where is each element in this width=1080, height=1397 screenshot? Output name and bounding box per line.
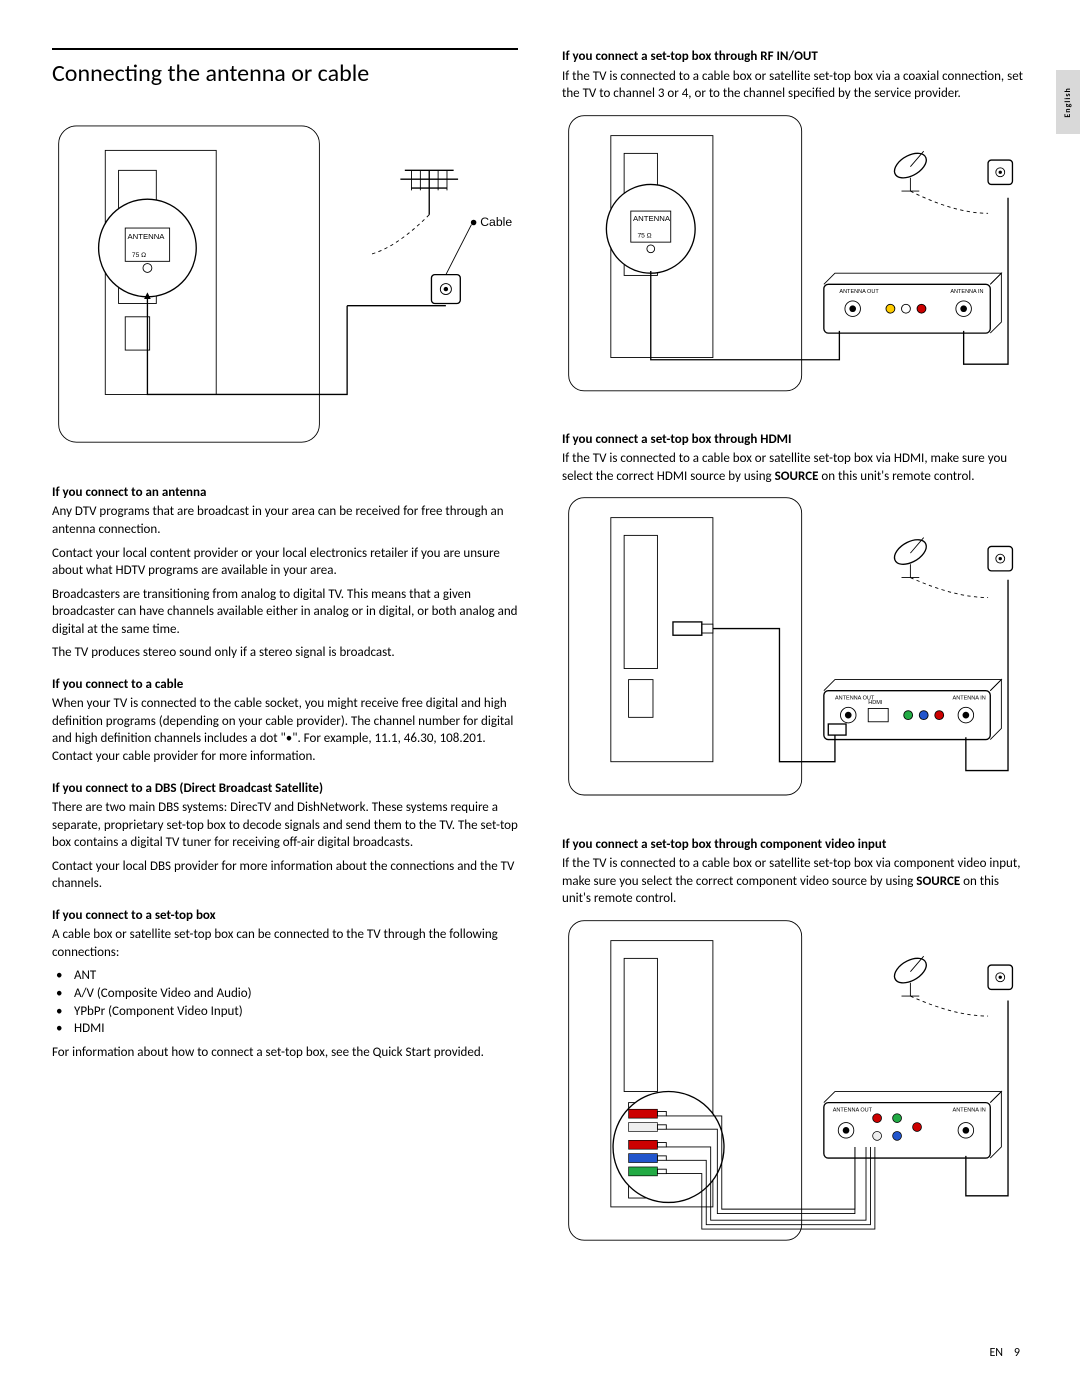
- list-item: ANT: [74, 967, 518, 985]
- svg-text:75 Ω: 75 Ω: [637, 232, 651, 239]
- para: Any DTV programs that are broadcast in y…: [52, 503, 518, 538]
- language-tab: English: [1056, 70, 1080, 134]
- list-item: A/V (Composite Video and Audio): [74, 985, 518, 1003]
- para: For information about how to connect a s…: [52, 1044, 518, 1062]
- footer-page: 9: [1014, 1346, 1020, 1360]
- section-title: Connecting the antenna or cable: [52, 58, 518, 90]
- svg-text:ANTENNA OUT: ANTENNA OUT: [833, 1107, 873, 1113]
- svg-text:ANTENNA: ANTENNA: [633, 214, 671, 223]
- svg-text:ANTENNA OUT: ANTENNA OUT: [835, 696, 875, 702]
- right-column: If you connect a set-top box through RF …: [562, 48, 1028, 1266]
- page-columns: Connecting the antenna or cable ANTENNA …: [52, 48, 1028, 1266]
- diagram-antenna-cable: ANTENNA 75 Ω Cable: [52, 106, 518, 450]
- subhead-component: If you connect a set-top box through com…: [562, 836, 1028, 854]
- para: If the TV is connected to a cable box or…: [562, 450, 1028, 485]
- antenna-port-label: ANTENNA: [127, 233, 165, 242]
- connection-list: ANT A/V (Composite Video and Audio) YPbP…: [52, 967, 518, 1037]
- subhead-hdmi: If you connect a set-top box through HDM…: [562, 431, 1028, 449]
- svg-text:ANTENNA IN: ANTENNA IN: [953, 1107, 986, 1113]
- diagram-rf: ANTENNA 75 Ω ANTENNA OUT ANTENNA IN: [562, 109, 1028, 397]
- svg-text:ANTENNA IN: ANTENNA IN: [950, 289, 983, 295]
- list-item: YPbPr (Component Video Input): [74, 1003, 518, 1021]
- left-column: Connecting the antenna or cable ANTENNA …: [52, 48, 518, 1266]
- source-key: SOURCE: [775, 469, 819, 484]
- language-tab-text: English: [1063, 87, 1074, 117]
- para: The TV produces stereo sound only if a s…: [52, 644, 518, 662]
- source-key: SOURCE: [916, 874, 960, 889]
- subhead-settop: If you connect to a set-top box: [52, 907, 518, 925]
- svg-text:75 Ω: 75 Ω: [132, 252, 146, 259]
- para: There are two main DBS systems: DirecTV …: [52, 799, 518, 852]
- svg-text:ANTENNA IN: ANTENNA IN: [953, 696, 986, 702]
- para: Broadcasters are transitioning from anal…: [52, 586, 518, 639]
- subhead-dbs: If you connect to a DBS (Direct Broadcas…: [52, 780, 518, 798]
- section-rule: [52, 48, 518, 50]
- para: If the TV is connected to a cable box or…: [562, 855, 1028, 908]
- page-footer: EN 9: [989, 1345, 1020, 1361]
- para: Contact your local content provider or y…: [52, 545, 518, 580]
- subhead-rf: If you connect a set-top box through RF …: [562, 48, 1028, 66]
- para: A cable box or satellite set-top box can…: [52, 926, 518, 961]
- para: When your TV is connected to the cable s…: [52, 695, 518, 765]
- subhead-cable: If you connect to a cable: [52, 676, 518, 694]
- diagram-hdmi: HDMI ANTENNA OUT ANTENNA IN: [562, 491, 1028, 802]
- footer-lang: EN: [989, 1346, 1003, 1360]
- para: Contact your local DBS provider for more…: [52, 858, 518, 893]
- diagram-component: ANTENNA OUT ANTENNA IN: [562, 914, 1028, 1247]
- list-item: HDMI: [74, 1020, 518, 1038]
- subhead-antenna: If you connect to an antenna: [52, 484, 518, 502]
- cable-label: Cable: [480, 215, 512, 229]
- svg-text:ANTENNA OUT: ANTENNA OUT: [839, 289, 879, 295]
- para: If the TV is connected to a cable box or…: [562, 68, 1028, 103]
